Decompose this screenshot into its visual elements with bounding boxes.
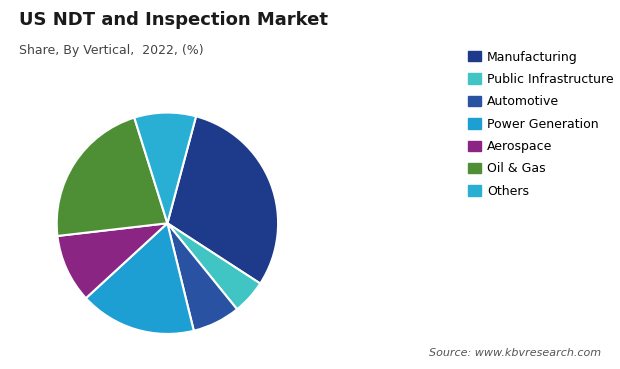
Wedge shape — [167, 223, 260, 309]
Legend: Manufacturing, Public Infrastructure, Automotive, Power Generation, Aerospace, O: Manufacturing, Public Infrastructure, Au… — [468, 51, 614, 198]
Text: Source: www.kbvresearch.com: Source: www.kbvresearch.com — [429, 348, 601, 358]
Wedge shape — [135, 113, 196, 223]
Wedge shape — [86, 223, 194, 334]
Text: Share, By Vertical,  2022, (%): Share, By Vertical, 2022, (%) — [19, 44, 203, 57]
Wedge shape — [56, 118, 167, 236]
Text: US NDT and Inspection Market: US NDT and Inspection Market — [19, 11, 327, 29]
Wedge shape — [58, 223, 167, 298]
Wedge shape — [167, 223, 237, 331]
Wedge shape — [167, 116, 278, 283]
